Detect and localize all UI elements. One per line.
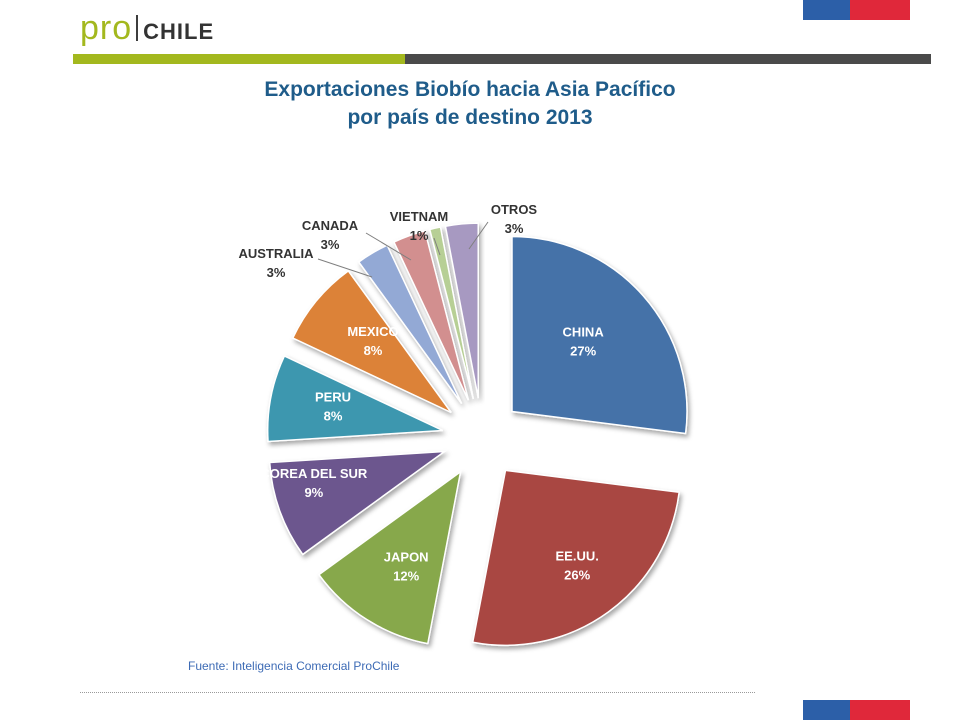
logo-pro-text: pro [80,9,133,47]
pie-slice-vietnam [428,226,475,400]
slice-label-china: CHINA [563,324,605,339]
slice-value-mexico: 8% [364,343,383,358]
leader-line-vietnam [433,237,441,256]
chart-title-line-2: por país de destino 2013 [347,106,593,129]
source-note: Fuente: Inteligencia Comercial ProChile [188,659,400,673]
pie-slice-mexico [291,269,452,414]
header-rule-dark [405,54,931,64]
slice-label-mexico: MEXICO [347,324,398,339]
slice-label-australia: AUSTRALIA [238,246,314,261]
logo-separator [136,15,139,41]
slice-label-japon: JAPON [384,549,429,564]
slice-label-corea-del-sur: COREA DEL SUR [260,466,368,481]
header-rule-green [73,54,405,64]
slice-label-peru: PERU [315,389,351,404]
pie-slice-ee-uu [471,469,680,647]
leader-line-canada [365,232,412,261]
logo-chile-text: CHILE [143,19,215,44]
chart-title-line-1: Exportaciones Biobío hacia Asia Pacífico [264,78,676,101]
slice-value-vietnam: 1% [410,228,429,243]
leader-line-otros [468,221,489,250]
slice-label-canada: CANADA [302,218,359,233]
slice-label-ee-uu: EE.UU. [555,548,598,563]
leader-line-australia [317,258,373,278]
slice-value-china: 27% [570,343,596,358]
slice-value-japon: 12% [393,568,419,583]
flag-bar-bottom-blue [803,700,850,720]
pie-slice-japon [317,470,462,645]
pie-slice-china [511,235,688,435]
pie-slice-peru [266,354,444,443]
pie-slice-otros [444,222,479,399]
pie-slice-corea-del-sur [268,450,447,556]
slice-value-corea-del-sur: 9% [304,485,323,500]
slice-value-ee-uu: 26% [564,567,590,582]
slice-value-australia: 3% [267,265,286,280]
slice-value-otros: 3% [505,221,524,236]
slice-value-canada: 3% [321,237,340,252]
flag-bar-top-red [850,0,910,20]
flag-bar-top-blue [803,0,850,20]
footer-divider [80,692,755,693]
slice-value-peru: 8% [324,408,343,423]
flag-bar-bottom-red [850,700,910,720]
slice-label-vietnam: VIETNAM [390,209,449,224]
prochile-logo: pro CHILE [80,6,214,50]
slice-label-otros: OTROS [491,202,538,217]
pie-slice-canada [392,229,470,401]
chart-title: Exportaciones Biobío hacia Asia Pacífico… [170,76,770,132]
